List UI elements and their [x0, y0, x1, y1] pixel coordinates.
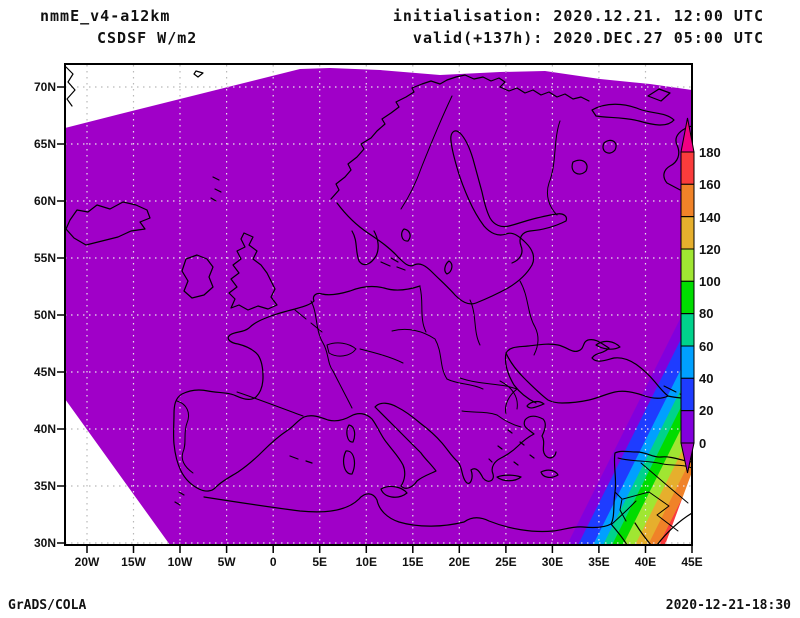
lon-tick-label: 20W [75, 555, 100, 569]
colorbar-segment [680, 216, 695, 250]
colorbar-segment [680, 280, 695, 315]
lon-tick-label: 15W [121, 555, 146, 569]
latitude-axis-labels: 70N 65N 60N 55N 50N 45N 40N 35N 30N [34, 80, 56, 550]
colorbar-label: 40 [699, 371, 713, 386]
lat-tick-label: 65N [34, 137, 56, 151]
lon-tick-label: 0 [270, 555, 277, 569]
initialisation-label: initialisation: 2020.12.21. 12:00 UTC [393, 7, 764, 25]
colorbar-segment [680, 183, 695, 218]
lon-tick-label: 5W [218, 555, 237, 569]
longitude-ticks [86, 545, 693, 553]
graticule-over-domain [65, 68, 692, 545]
longitude-axis-labels: 20W 15W 10W 5W 0 5E 10E 15E 20E 25E 30E … [75, 555, 703, 569]
colorbar-label: 120 [699, 242, 721, 257]
colorbar-segment [680, 410, 695, 444]
colorbar-label: 60 [699, 339, 713, 354]
lon-tick-label: 30E [542, 555, 563, 569]
model-id-title: nmmE_v4-a12km [40, 7, 170, 25]
lon-tick-label: 15E [402, 555, 423, 569]
model-domain-shading [65, 68, 692, 545]
colorbar: 180 160 140 120 100 80 60 40 20 0 [680, 117, 721, 474]
lat-tick-label: 60N [34, 194, 56, 208]
variable-title: CSDSF W/m2 [97, 29, 197, 47]
colorbar-segment [680, 377, 695, 412]
colorbar-label: 160 [699, 177, 721, 192]
lon-tick-label: 40E [635, 555, 656, 569]
lat-tick-label: 50N [34, 308, 56, 322]
colorbar-segment [680, 248, 695, 282]
lat-tick-label: 30N [34, 536, 56, 550]
lon-tick-label: 45E [681, 555, 702, 569]
lon-tick-label: 10W [168, 555, 193, 569]
colorbar-label: 140 [699, 210, 721, 225]
grads-credit: GrADS/COLA [8, 598, 86, 613]
lat-tick-label: 35N [34, 479, 56, 493]
coastlines [65, 66, 692, 545]
lat-tick-label: 55N [34, 251, 56, 265]
lon-tick-label: 5E [312, 555, 327, 569]
latitude-ticks [57, 86, 65, 544]
colorbar-label: 0 [699, 436, 706, 451]
lon-tick-label: 20E [449, 555, 470, 569]
lon-tick-label: 35E [588, 555, 609, 569]
country-borders [176, 95, 692, 532]
colorbar-labels: 180 160 140 120 100 80 60 40 20 0 [699, 145, 721, 451]
colorbar-segment [680, 313, 695, 347]
lat-tick-label: 40N [34, 422, 56, 436]
colorbar-label: 180 [699, 145, 721, 160]
colorbar-label: 100 [699, 274, 721, 289]
colorbar-segment [680, 345, 695, 379]
lat-tick-label: 45N [34, 365, 56, 379]
colorbar-label: 80 [699, 306, 713, 321]
colorbar-bottom-triangle [680, 442, 695, 474]
lon-tick-label: 10E [356, 555, 377, 569]
colorbar-segment [680, 151, 695, 185]
lat-tick-label: 70N [34, 80, 56, 94]
lon-tick-label: 25E [495, 555, 516, 569]
valid-time-label: valid(+137h): 2020.DEC.27 05:00 UTC [413, 29, 764, 47]
generation-timestamp: 2020-12-21-18:30 [666, 598, 791, 613]
colorbar-label: 20 [699, 403, 713, 418]
